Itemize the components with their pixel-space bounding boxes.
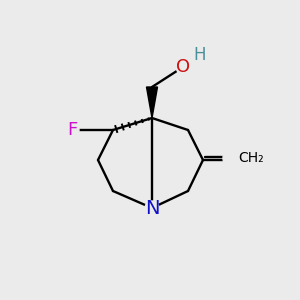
Circle shape (145, 201, 159, 215)
Text: H: H (194, 46, 206, 64)
Circle shape (176, 60, 190, 74)
Text: F: F (67, 121, 77, 139)
Text: O: O (176, 58, 190, 76)
Circle shape (193, 48, 207, 62)
Text: CH₂: CH₂ (238, 151, 264, 165)
Polygon shape (146, 87, 158, 118)
Text: N: N (145, 199, 159, 218)
Circle shape (223, 144, 251, 172)
Circle shape (65, 123, 79, 137)
